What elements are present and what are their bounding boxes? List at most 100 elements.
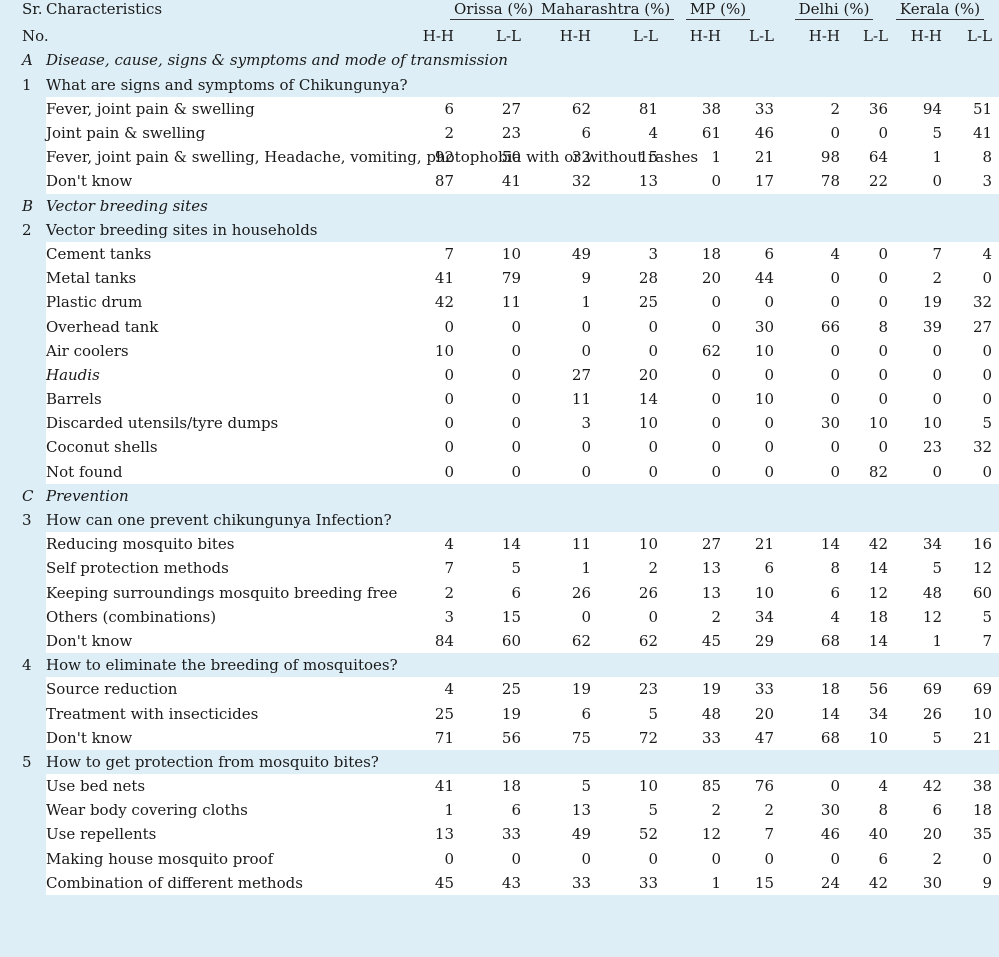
cell-value: 27 <box>521 362 591 387</box>
cell-value: 23 <box>591 677 658 702</box>
question-row: 1 What are signs and symptoms of Chikungu… <box>0 73 999 97</box>
table-row: Air coolers 10 0 0 0 62 10 0 0 0 0 <box>0 338 999 363</box>
table-row: Cement tanks 7 10 49 3 18 6 4 0 7 4 <box>0 241 999 267</box>
cell-value: 2 <box>888 846 943 871</box>
cell-value: 42 <box>840 870 889 895</box>
cell-value: 42 <box>840 532 889 557</box>
cell-value: 3 <box>521 411 591 436</box>
cell-value: 18 <box>774 677 840 702</box>
question-row: 2 Vector breeding sites in households <box>0 218 999 242</box>
header-state-maharashtra: Maharashtra (%) <box>521 0 675 24</box>
row-label: Overhead tank <box>46 314 416 339</box>
cell-value: 62 <box>521 96 591 121</box>
cell-value: 0 <box>454 411 521 436</box>
cell-value: 0 <box>658 362 721 387</box>
cell-value: 33 <box>721 96 774 121</box>
cell-value: 0 <box>521 604 591 629</box>
row-label: Air coolers <box>46 338 416 363</box>
question-text: How to get protection from mosquito bite… <box>46 752 379 771</box>
header-ll: L-L <box>967 27 993 46</box>
question-number: 2 <box>22 220 32 239</box>
cell-value: 6 <box>454 798 521 823</box>
cell-value: 10 <box>721 580 774 605</box>
row-label: Making house mosquito proof <box>46 846 416 871</box>
section-title: Disease, cause, signs & symptoms and mod… <box>46 51 508 70</box>
cell-value: 8 <box>942 145 993 170</box>
cell-value: 76 <box>721 774 774 799</box>
table-row: Others (combinations) 3 15 0 0 2 34 4 18 12 5 <box>0 604 999 629</box>
cell-value: 4 <box>591 120 658 146</box>
row-label: Reducing mosquito bites <box>46 532 416 557</box>
cell-value: 6 <box>774 580 840 605</box>
cell-value: 0 <box>591 846 658 871</box>
cell-value: 33 <box>658 725 721 750</box>
cell-value: 60 <box>454 628 521 654</box>
cell-value: 5 <box>591 798 658 823</box>
cell-value: 1 <box>416 798 454 823</box>
cell-value: 92 <box>416 145 454 170</box>
cell-value: 16 <box>942 532 993 557</box>
header-row-states: Sr. Characteristics Orissa (%) Maharasht… <box>0 0 999 24</box>
cell-value: 0 <box>840 120 889 146</box>
cell-value: 13 <box>416 822 454 847</box>
header-state-kerala: Kerala (%) <box>888 0 992 24</box>
cell-value: 0 <box>774 387 840 412</box>
row-label: Haudis <box>46 362 416 387</box>
cell-value: 2 <box>774 96 840 121</box>
cell-value: 23 <box>454 120 521 146</box>
header-no: No. <box>22 27 49 46</box>
cell-value: 15 <box>721 870 774 895</box>
cell-value: 51 <box>942 96 993 121</box>
table-row: Overhead tank 0 0 0 0 0 30 66 8 39 27 <box>0 314 999 339</box>
section-letter: A <box>22 51 33 70</box>
row-label: Combination of different methods <box>46 870 416 895</box>
cell-value: 19 <box>658 677 721 702</box>
cell-value: 0 <box>658 411 721 436</box>
cell-value: 0 <box>721 290 774 315</box>
cell-value: 33 <box>454 822 521 847</box>
cell-value: 6 <box>416 96 454 121</box>
cell-value: 34 <box>840 701 889 726</box>
cell-value: 2 <box>591 556 658 581</box>
cell-value: 0 <box>888 169 943 194</box>
section-row: B Vector breeding sites <box>0 194 999 218</box>
header-row-subcols: No. H-H L-L H-H L-L H-H L-L H-H L-L H-H … <box>0 24 999 48</box>
cell-value: 7 <box>416 556 454 581</box>
row-label: Fever, joint pain & swelling, Headache, … <box>46 145 698 170</box>
cell-value: 19 <box>521 677 591 702</box>
header-characteristics: Characteristics <box>46 0 163 18</box>
table-row: Wear body covering cloths 1 6 13 5 2 2 30 8 6 18 <box>0 798 999 823</box>
header-state-orissa: Orissa (%) <box>416 0 538 24</box>
row-label: Don't know <box>46 725 416 750</box>
table-row: Don't know 71 56 75 72 33 47 68 10 5 21 <box>0 725 999 750</box>
section-title: Vector breeding sites <box>46 196 208 215</box>
cell-value: 41 <box>454 169 521 194</box>
cell-value: 35 <box>942 822 993 847</box>
row-label: Use bed nets <box>46 774 416 799</box>
cell-value: 0 <box>942 338 993 363</box>
cell-value: 5 <box>888 120 943 146</box>
cell-value: 34 <box>888 532 943 557</box>
cell-value: 25 <box>454 677 521 702</box>
row-label: Not found <box>46 459 416 484</box>
row-label: Treatment with insecticides <box>46 701 416 726</box>
cell-value: 21 <box>942 725 993 750</box>
table-row: Use repellents 13 33 49 52 12 7 46 40 20 35 <box>0 822 999 847</box>
cell-value: 42 <box>416 290 454 315</box>
cell-value: 28 <box>591 266 658 291</box>
cell-value: 36 <box>840 96 889 121</box>
cell-value: 2 <box>888 266 943 291</box>
cell-value: 25 <box>416 701 454 726</box>
cell-value: 48 <box>888 580 943 605</box>
cell-value: 1 <box>888 145 943 170</box>
cell-value: 0 <box>888 459 943 484</box>
cell-value: 10 <box>840 411 889 436</box>
cell-value: 26 <box>521 580 591 605</box>
cell-value: 50 <box>454 145 521 170</box>
table-row: Use bed nets 41 18 5 10 85 76 0 4 42 38 <box>0 774 999 799</box>
cell-value: 0 <box>658 314 721 339</box>
cell-value: 19 <box>454 701 521 726</box>
cell-value: 52 <box>591 822 658 847</box>
cell-value: 0 <box>942 459 993 484</box>
cell-value: 9 <box>521 266 591 291</box>
